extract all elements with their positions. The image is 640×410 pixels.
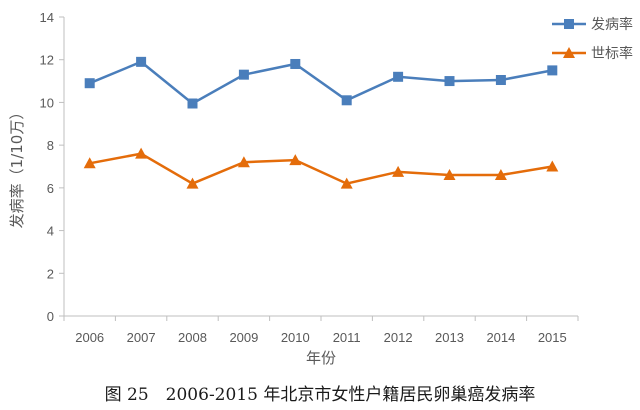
x-tick-label: 2007 (127, 330, 156, 345)
y-tick-label: 10 (40, 95, 54, 110)
figure-caption: 图 25 2006-2015 年北京市女性户籍居民卵巢癌发病率 (104, 385, 536, 405)
data-point-series-2 (237, 156, 250, 168)
legend-label-1: 发病率 (591, 16, 633, 33)
data-point-series-2 (340, 177, 353, 189)
series-line-1 (89, 60, 553, 106)
y-tick-label: 2 (47, 266, 54, 281)
x-tick-label: 2006 (75, 330, 104, 345)
y-axis-title: 发病率（1/10万） (8, 105, 26, 229)
legend-marker-2 (563, 47, 575, 58)
line-chart: 0 2 4 6 8 10 12 14 2006 2007 2008 2009 2010 2011 2012 2… (8, 10, 633, 367)
data-point-series-1 (341, 95, 352, 106)
x-tick-label: 2014 (486, 330, 515, 345)
x-tick-label: 2009 (229, 330, 258, 345)
data-point-series-1 (547, 65, 558, 76)
x-tick-label: 2013 (435, 330, 464, 345)
series-line-2 (89, 152, 553, 185)
data-point-series-1 (238, 69, 249, 80)
data-point-series-2 (392, 165, 405, 177)
x-tick-label: 2010 (281, 330, 310, 345)
y-tick-label: 12 (40, 53, 54, 68)
x-tick-label: 2012 (384, 330, 413, 345)
data-point-series-2 (443, 169, 456, 181)
data-point-series-1 (84, 78, 95, 89)
legend-marker-1 (564, 19, 574, 29)
data-point-series-1 (495, 75, 506, 86)
data-point-series-1 (136, 56, 147, 67)
x-tick-label: 2015 (538, 330, 567, 345)
data-point-series-2 (83, 157, 96, 169)
y-tick-label: 4 (47, 224, 54, 239)
data-point-series-1 (444, 76, 455, 87)
y-tick-label: 6 (47, 181, 54, 196)
legend-label-2: 世标率 (591, 45, 633, 62)
data-point-series-2 (289, 154, 302, 166)
y-tick-label: 14 (40, 10, 54, 25)
data-point-series-2 (186, 177, 199, 189)
y-tick-label: 8 (47, 138, 54, 153)
data-point-series-1 (187, 98, 198, 109)
data-point-series-2 (135, 147, 148, 159)
y-tick-label: 0 (47, 309, 54, 324)
data-point-series-2 (494, 169, 507, 181)
data-point-series-2 (546, 160, 559, 172)
x-tick-label: 2011 (333, 330, 361, 345)
data-point-series-1 (290, 58, 301, 69)
x-axis-title: 年份 (306, 349, 336, 367)
data-point-series-1 (393, 71, 404, 82)
x-tick-label: 2008 (178, 330, 207, 345)
